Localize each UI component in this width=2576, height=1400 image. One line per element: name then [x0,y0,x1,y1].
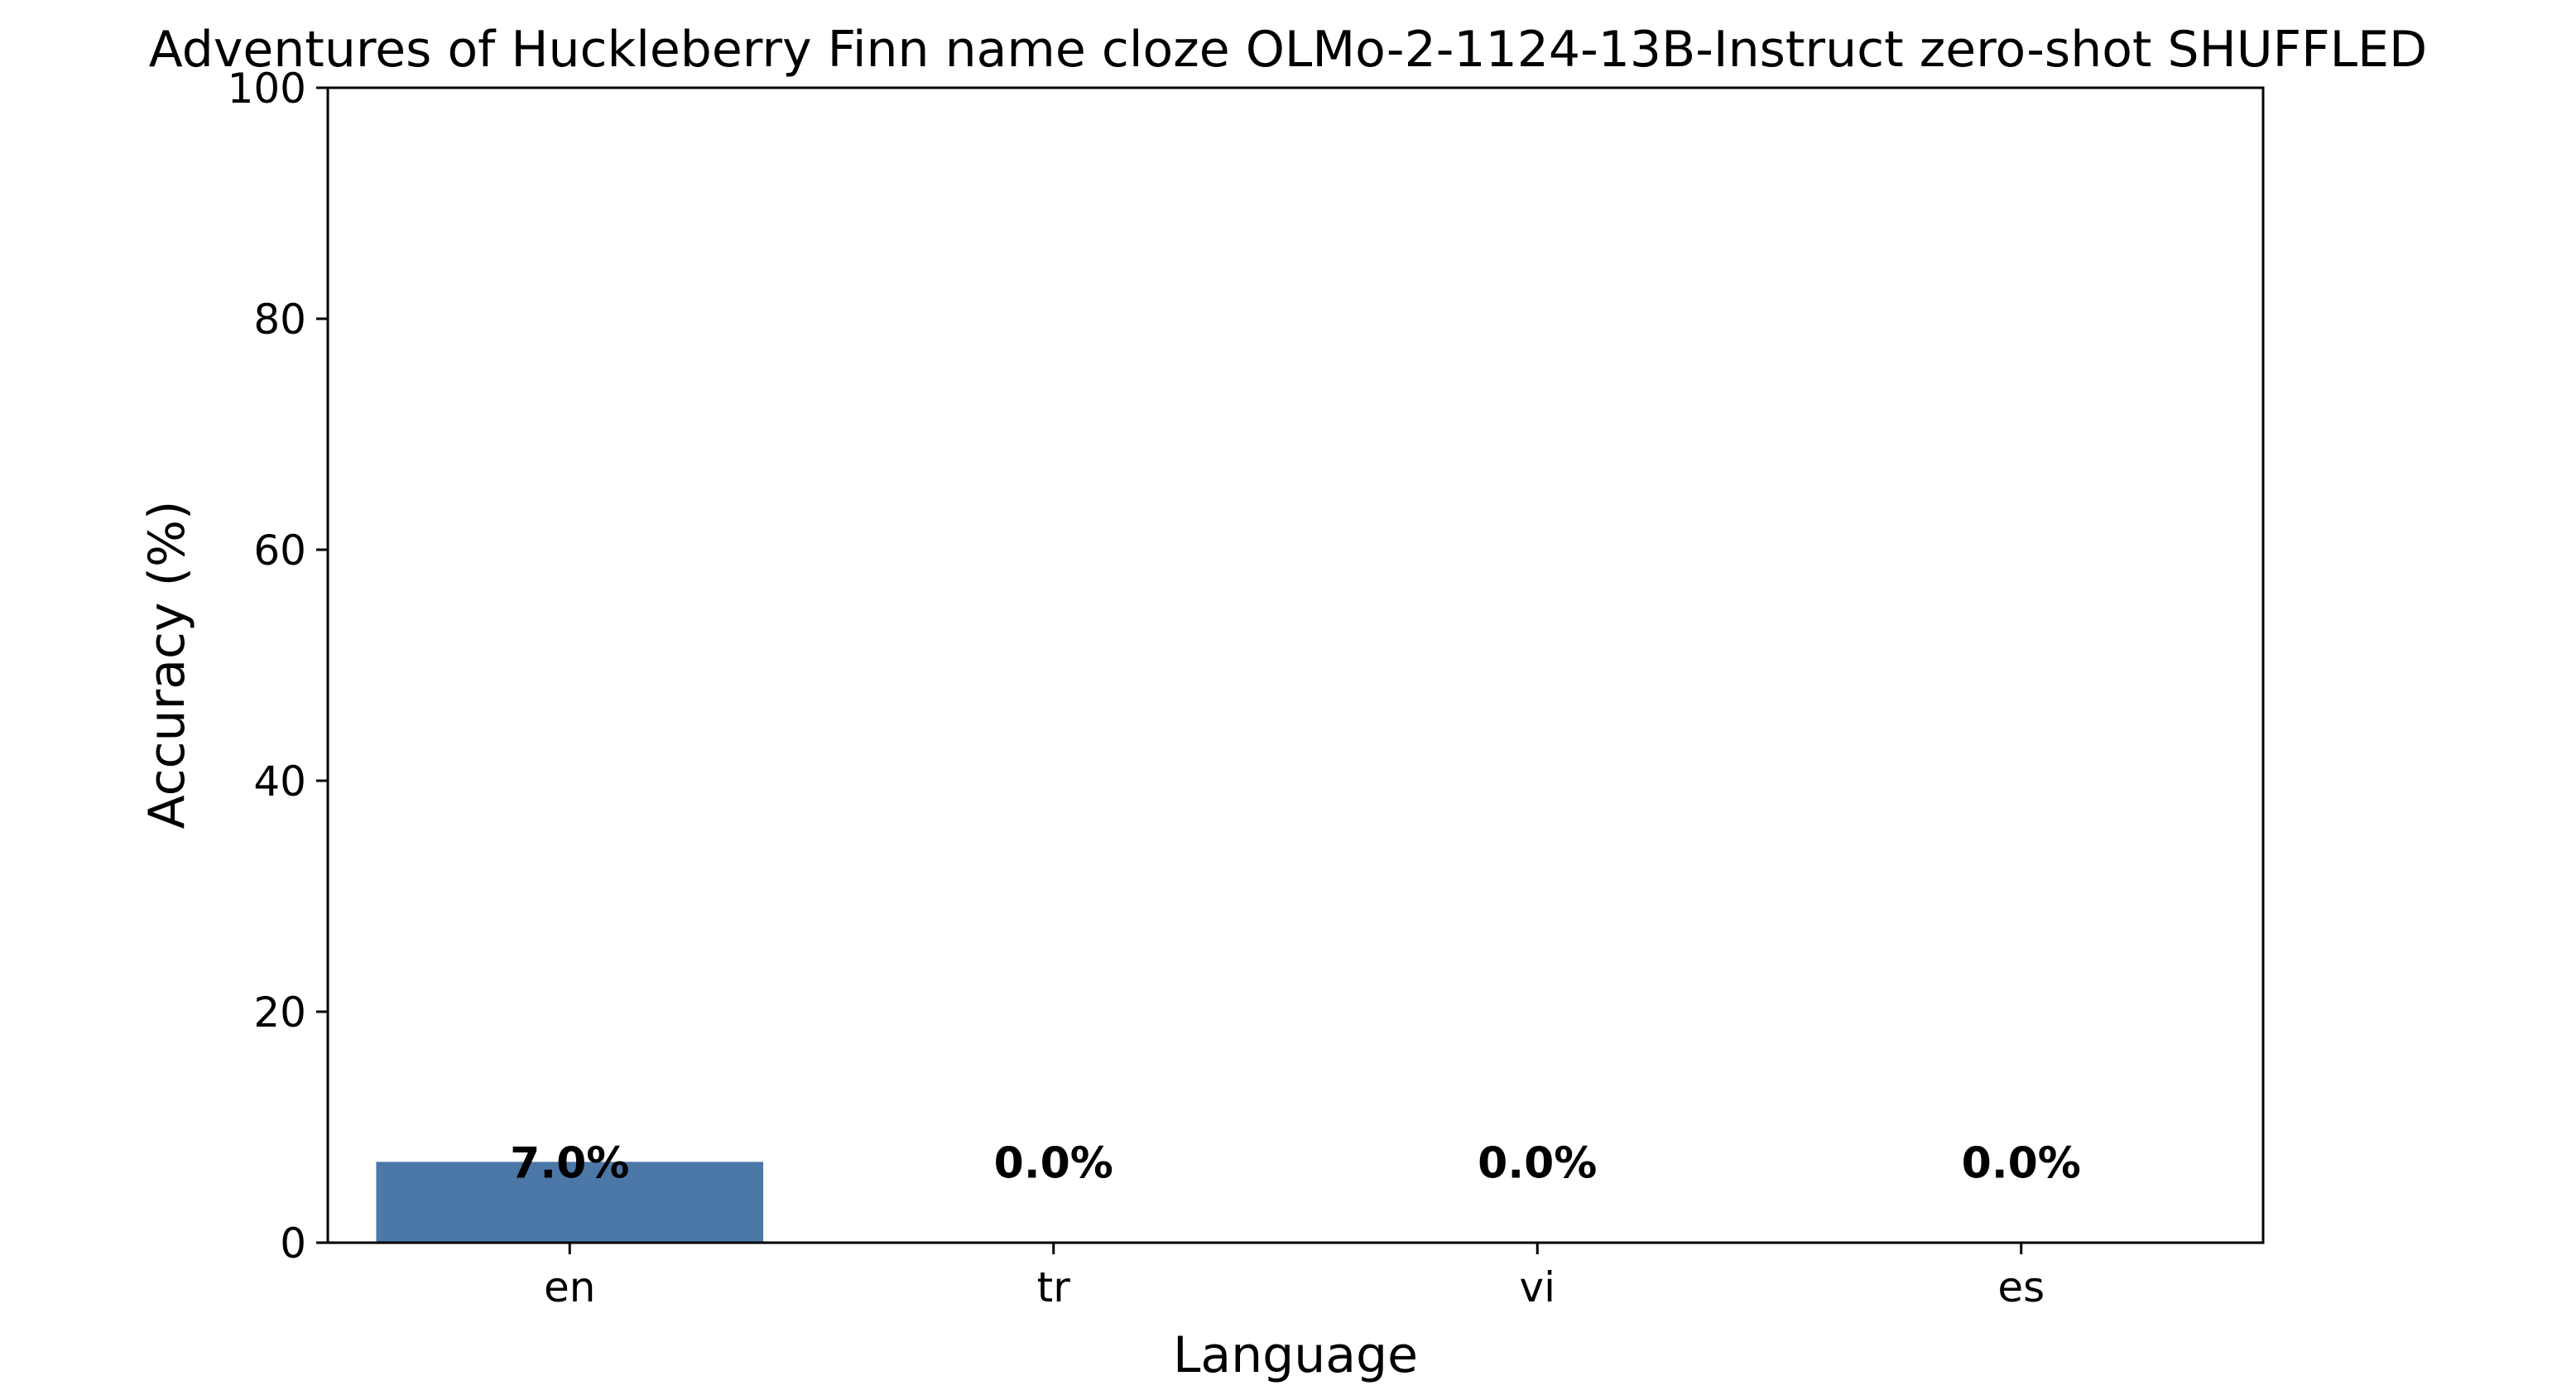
bar-en [376,1162,764,1243]
data-label-es: 0.0% [1962,1138,2081,1188]
y-tick-label-0: 0 [280,1220,306,1268]
chart-title: Adventures of Huckleberry Finn name cloz… [149,21,2427,79]
x-tick-label-vi: vi [1520,1263,1555,1311]
y-tick-label-60: 60 [253,527,306,575]
data-label-en: 7.0% [510,1138,629,1188]
plot-frame [326,86,2265,1244]
data-label-vi: 0.0% [1478,1138,1597,1188]
y-tick-label-20: 20 [253,989,306,1037]
x-tick-label-es: es [1997,1263,2045,1311]
y-axis-label: Accuracy (%) [138,501,196,830]
data-labels: 7.0% 0.0% 0.0% 0.0% [510,1138,2081,1188]
x-axis-label: Language [1173,1326,1418,1384]
x-tick-label-en: en [544,1263,595,1311]
y-tick-label-80: 80 [253,296,306,344]
x-axis-ticks: en tr vi es [544,1243,2045,1311]
x-tick-label-tr: tr [1037,1263,1071,1311]
y-tick-label-40: 40 [253,758,306,806]
bars [376,1162,764,1243]
data-label-tr: 0.0% [994,1138,1113,1188]
y-axis-ticks: 0 20 40 60 80 100 [228,65,328,1268]
y-tick-label-100: 100 [228,65,306,113]
